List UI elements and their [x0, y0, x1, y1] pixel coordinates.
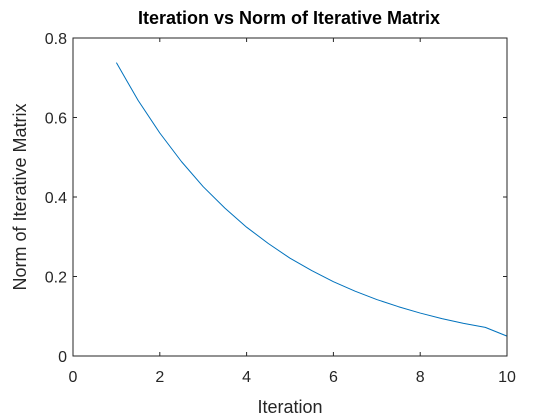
x-tick-label: 10	[498, 369, 516, 386]
y-axis-label: Norm of Iterative Matrix	[10, 103, 30, 290]
x-axis-label: Iteration	[257, 397, 322, 417]
x-tick-label: 4	[242, 369, 251, 386]
y-tick-label: 0.6	[45, 111, 67, 128]
plot-area	[73, 38, 507, 356]
y-tick-label: 0.8	[45, 31, 67, 48]
axes-box	[72, 37, 508, 357]
x-tick-label: 2	[155, 369, 164, 386]
series-line	[115, 62, 508, 337]
chart-title: Iteration vs Norm of Iterative Matrix	[138, 8, 440, 28]
ticks-layer: 0 2 4 6 8 10 0 0.2 0.4 0.6 0.8	[45, 31, 516, 386]
x-tick-label: 0	[69, 369, 78, 386]
x-tick-label: 8	[416, 369, 425, 386]
y-tick-label: 0	[58, 349, 67, 366]
series-layer	[115, 62, 508, 337]
y-tick-label: 0.4	[45, 190, 67, 207]
x-tick-label: 6	[329, 369, 338, 386]
y-tick-label: 0.2	[45, 270, 67, 287]
